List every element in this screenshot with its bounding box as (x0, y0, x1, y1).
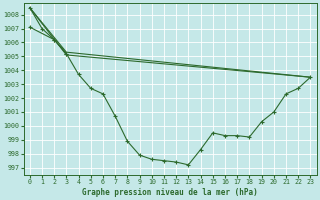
X-axis label: Graphe pression niveau de la mer (hPa): Graphe pression niveau de la mer (hPa) (82, 188, 258, 197)
